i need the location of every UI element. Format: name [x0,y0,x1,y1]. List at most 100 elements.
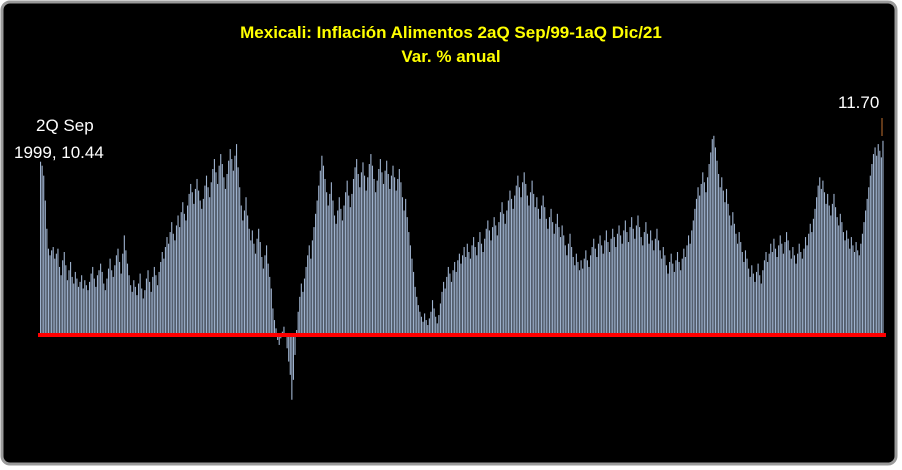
bar [144,290,146,335]
bar [364,175,366,335]
bar [300,283,302,335]
bar [575,253,577,335]
bar [474,247,476,335]
bar [266,245,268,335]
bar [289,335,291,375]
bar [667,273,669,335]
bar [455,271,457,335]
bar [193,203,195,335]
bar [852,245,854,335]
bar [514,195,516,335]
bar [180,212,182,335]
bar [871,164,873,335]
bar [420,316,423,335]
bar [536,197,538,335]
bar [329,193,331,335]
chart-subtitle: Var. % anual [401,47,500,66]
bar [767,261,769,335]
bar [477,242,479,335]
bar [258,228,260,335]
bar [185,220,187,335]
bar [202,198,204,335]
bar [145,278,148,335]
bar [199,200,201,335]
bar [725,188,728,335]
bar [332,200,334,335]
bar [850,237,852,335]
bar [171,222,173,335]
bar [700,183,702,335]
bar [114,265,116,335]
bar [155,275,157,335]
bar [378,169,380,335]
bar [713,135,715,335]
bar [466,243,468,335]
bar [357,173,359,335]
bar [571,247,573,335]
bar [593,238,595,335]
bar [315,213,317,335]
bar [403,210,405,335]
bar [629,227,631,335]
bar [861,233,863,335]
bar [163,258,165,335]
bar [90,273,92,335]
bar [447,266,449,335]
bar [814,208,816,335]
bar [751,265,753,335]
bar [733,223,735,335]
bar [422,321,424,335]
bar [49,255,51,335]
bar [488,230,490,335]
bar [705,192,707,335]
bar [395,190,397,335]
bar [762,270,764,335]
bar [804,237,807,335]
bar [136,295,138,335]
bar [296,330,298,335]
bar [689,243,691,335]
bar [84,280,86,335]
bar [678,261,680,335]
bar [714,147,716,335]
bar [857,250,859,335]
bar [688,235,690,335]
bar [572,256,574,335]
bar [882,140,884,335]
bar [318,185,320,335]
bar [74,271,76,335]
bar [499,212,502,335]
bar [52,247,54,335]
bar [210,182,212,335]
bar [518,187,521,335]
bar [744,250,747,335]
bar [743,261,745,335]
bar [604,240,606,335]
bar [63,252,65,335]
bar [348,195,350,335]
bar [664,255,666,335]
bar [452,270,454,335]
bar [76,278,78,335]
bar [730,225,732,335]
bar [351,193,353,335]
bar [463,247,465,335]
bar [356,159,358,335]
bar [288,335,290,362]
bar [465,256,467,335]
bar [786,232,788,335]
bar [550,208,552,335]
bar [586,260,588,335]
bar [590,255,592,335]
bar [443,281,445,335]
bar [349,207,351,335]
bar [58,266,61,335]
bar [297,311,299,335]
bar [507,200,509,335]
bar [253,243,255,335]
bar [51,250,53,335]
bar [207,187,209,335]
bar [387,173,389,335]
bar [411,258,413,335]
bar [275,328,277,335]
